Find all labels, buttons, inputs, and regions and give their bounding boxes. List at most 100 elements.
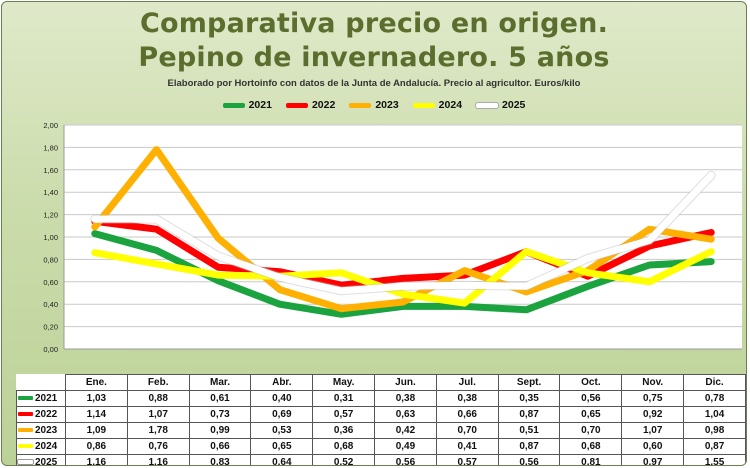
- data-value-cell: 0,40: [250, 390, 314, 407]
- data-value-cell: 0,87: [497, 438, 561, 455]
- y-tick-label: 0,60: [43, 278, 58, 287]
- data-value-cell: 0,57: [435, 454, 499, 465]
- x-category-label: Feb.: [126, 374, 190, 391]
- legend-item-2023: 2023: [349, 99, 399, 111]
- legend-swatch: [285, 102, 308, 108]
- y-tick-label: 1,40: [43, 188, 58, 197]
- table-corner: [17, 375, 66, 391]
- x-category-label: Sept.: [497, 374, 561, 391]
- series-key-swatch: [18, 428, 33, 433]
- data-value-cell: 0,76: [126, 438, 190, 455]
- legend-swatch: [349, 102, 372, 108]
- legend-label: 2022: [311, 99, 336, 111]
- data-value-cell: 0,51: [497, 422, 561, 439]
- y-tick-label: 2,00: [43, 121, 58, 130]
- series-key: 2022: [16, 406, 66, 423]
- table-row: 2025 1,16 1,16 0,83 0,64 0,52 0,56 0,57 0,56 0,81…: [16, 454, 746, 465]
- legend-item-2025: 2025: [476, 99, 525, 111]
- x-category-label: Oct.: [559, 374, 623, 391]
- x-category-label: Mar.: [188, 374, 252, 391]
- y-tick-label: 1,00: [43, 233, 58, 242]
- data-value-cell: 0,31: [312, 390, 376, 407]
- data-value-cell: 0,56: [497, 454, 561, 465]
- data-value-cell: 0,68: [312, 438, 376, 455]
- legend-label: 2025: [502, 99, 526, 111]
- data-value-cell: 0,65: [250, 438, 314, 455]
- data-value-cell: 1,16: [64, 454, 128, 465]
- data-value-cell: 0,87: [683, 438, 746, 455]
- data-value-cell: 0,97: [621, 454, 685, 465]
- data-value-cell: 0,92: [621, 406, 685, 423]
- x-category-label: Ene.: [64, 374, 128, 391]
- data-value-cell: 0,87: [497, 406, 561, 423]
- series-key-label: 2023: [35, 425, 58, 436]
- data-value-cell: 0,57: [312, 406, 376, 423]
- legend-item-2022: 2022: [285, 99, 336, 111]
- data-value-cell: 1,07: [126, 406, 190, 423]
- series-key-swatch: [18, 396, 33, 401]
- y-tick-label: 1,20: [43, 211, 58, 220]
- data-value-cell: 0,70: [435, 422, 499, 439]
- data-value-cell: 0,88: [126, 390, 190, 407]
- table-header-row: Ene. Feb. Mar. Abr. May. Jun. Jul. Sept. Oct. Nov…: [17, 374, 746, 391]
- data-value-cell: 0,52: [312, 454, 376, 465]
- series-key-swatch: [18, 460, 33, 465]
- y-tick-label: 1,80: [43, 143, 58, 152]
- y-tick-label: 0,40: [43, 300, 58, 309]
- chart-title-line1: Comparativa precio en origen.: [139, 8, 609, 39]
- data-value-cell: 0,35: [497, 390, 561, 407]
- data-value-cell: 0,65: [559, 406, 623, 423]
- series-line-2024: [91, 248, 715, 307]
- y-tick-label: 0,20: [43, 323, 58, 332]
- chart-title-line2: Pepino de invernadero. 5 años: [138, 42, 610, 73]
- data-value-cell: 0,42: [374, 422, 437, 439]
- legend-label: 2021: [248, 99, 272, 111]
- data-value-cell: 1,55: [683, 454, 746, 465]
- chart-subtitle: Elaborado por Hortoinfo con datos de la …: [167, 78, 581, 89]
- data-value-cell: 0,49: [374, 438, 437, 455]
- legend-swatch: [412, 102, 435, 108]
- legend-swatch: [222, 102, 245, 108]
- series-key-swatch: [18, 444, 33, 449]
- y-tick-label: 0,80: [43, 255, 58, 264]
- x-category-label: Nov.: [621, 374, 685, 391]
- x-category-label: May.: [312, 374, 376, 391]
- data-value-cell: 0,63: [374, 406, 437, 423]
- legend-label: 2024: [438, 99, 463, 111]
- data-value-cell: 0,56: [374, 454, 437, 465]
- series-key: 2021: [16, 390, 66, 407]
- legend-item-2024: 2024: [412, 99, 463, 111]
- x-category-label: Dic.: [683, 374, 746, 391]
- data-value-cell: 1,04: [683, 406, 746, 423]
- legend: 2021 2022 2023 2024 2025: [2, 99, 746, 111]
- series-key: 2025: [16, 454, 66, 465]
- data-value-cell: 0,73: [188, 406, 252, 423]
- data-value-cell: 0,53: [250, 422, 314, 439]
- data-value-cell: 0,64: [250, 454, 314, 465]
- y-tick-label: 0,00: [43, 345, 58, 354]
- data-value-cell: 0,86: [64, 438, 128, 455]
- data-value-cell: 0,98: [683, 422, 746, 439]
- x-category-label: Abr.: [250, 374, 314, 391]
- data-value-cell: 0,38: [435, 390, 499, 407]
- data-value-cell: 0,68: [559, 438, 623, 455]
- x-category-label: Jul.: [435, 374, 499, 391]
- data-value-cell: 0,75: [621, 390, 685, 407]
- y-tick-label: 1,60: [43, 166, 58, 175]
- table-row: 2024 0,86 0,76 0,66 0,65 0,68 0,49 0,41 0,87 0,68…: [16, 438, 746, 455]
- series-key-label: 2024: [35, 441, 58, 452]
- data-value-cell: 0,69: [250, 406, 314, 423]
- series-key: 2024: [16, 438, 66, 455]
- data-value-cell: 1,16: [126, 454, 190, 465]
- data-value-cell: 0,56: [559, 390, 623, 407]
- table-row: 2023 1,09 1,78 0,99 0,53 0,36 0,42 0,70 0,51 0,70…: [16, 422, 746, 439]
- data-value-cell: 0,60: [621, 438, 685, 455]
- data-value-cell: 0,66: [188, 438, 252, 455]
- series-key-label: 2022: [35, 409, 58, 420]
- data-value-cell: 0,78: [683, 390, 746, 407]
- legend-swatch: [476, 102, 499, 108]
- series-key-label: 2021: [35, 393, 58, 404]
- legend-item-2021: 2021: [222, 99, 272, 111]
- data-value-cell: 0,70: [559, 422, 623, 439]
